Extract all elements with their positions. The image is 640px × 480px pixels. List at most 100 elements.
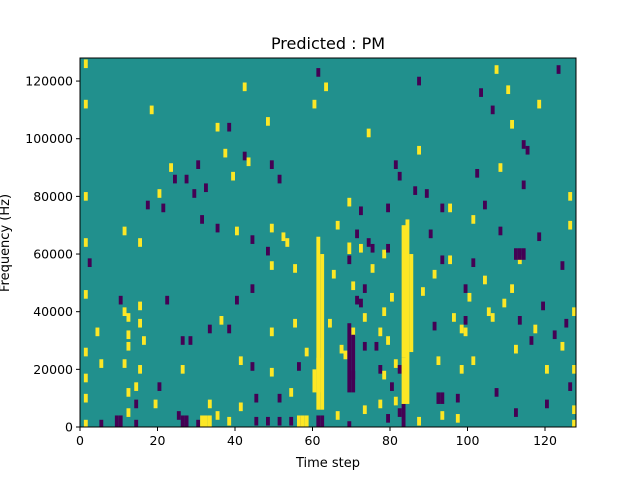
heatmap-cell-low <box>471 258 476 268</box>
heatmap-cell-low <box>145 200 150 210</box>
heatmap-cell-low <box>173 174 177 184</box>
heatmap-cell-high <box>471 215 476 224</box>
heatmap-cell-low <box>254 393 259 403</box>
heatmap-cell-low <box>359 298 363 308</box>
heatmap-cell-high <box>359 243 363 253</box>
heatmap-cell-high <box>351 281 356 291</box>
heatmap-band-low <box>517 248 522 260</box>
heatmap-cell-low <box>297 362 301 371</box>
heatmap-cell-high <box>362 405 367 415</box>
heatmap-cell-high <box>83 373 88 383</box>
heatmap-cell-low <box>386 243 390 253</box>
heatmap-band-low <box>351 334 356 393</box>
heatmap-cell-low <box>498 226 503 236</box>
heatmap-cell-high <box>83 290 88 299</box>
heatmap-cell-high <box>122 307 127 317</box>
heatmap-cell-high <box>393 359 398 368</box>
heatmap-cell-low <box>537 232 542 242</box>
heatmap-cell-high <box>269 367 274 377</box>
heatmap-cell-high <box>157 189 162 198</box>
y-tick-label: 120000 <box>25 74 73 89</box>
heatmap-band-high <box>347 242 352 255</box>
y-tick-label: 0 <box>65 420 73 435</box>
heatmap-cell-high <box>568 192 573 201</box>
heatmap-band-high <box>401 357 406 404</box>
heatmap-cell-high <box>417 416 421 426</box>
heatmap-cell-low <box>250 362 255 371</box>
heatmap-cell-low <box>266 246 270 256</box>
heatmap-cell-high <box>386 336 390 345</box>
heatmap-cell-low <box>277 393 282 403</box>
heatmap-cell-high <box>533 324 538 334</box>
heatmap-cell-low <box>541 301 545 311</box>
heatmap-cell-high <box>448 255 452 265</box>
heatmap-cell-low <box>440 203 445 213</box>
heatmap-cell-high <box>95 327 100 337</box>
heatmap-cell-high <box>269 261 274 270</box>
heatmap-cell-high <box>138 238 142 247</box>
heatmap-cell-high <box>153 399 158 409</box>
heatmap-band-low <box>521 248 526 260</box>
heatmap-cell-high <box>142 336 146 345</box>
heatmap-cell-low <box>157 382 162 391</box>
heatmap-cell-low <box>397 365 402 374</box>
heatmap-cell-low <box>393 160 398 169</box>
heatmap-cell-high <box>390 292 394 302</box>
heatmap-cell-low <box>397 171 402 181</box>
y-tick-label: 20000 <box>33 362 73 377</box>
heatmap-cell-high <box>537 99 542 109</box>
heatmap-cell-low <box>552 330 557 340</box>
heatmap-cell-low <box>560 261 565 270</box>
heatmap-band-high <box>297 415 301 427</box>
heatmap-cell-high <box>572 307 576 317</box>
y-tick-label: 60000 <box>33 247 73 262</box>
heatmap-cell-high <box>242 82 247 92</box>
heatmap-band-low <box>514 248 518 260</box>
heatmap-cell-low <box>192 189 197 198</box>
heatmap-cell-low <box>207 324 212 334</box>
heatmap-cell-high <box>378 399 383 409</box>
heatmap-cell-low <box>417 76 421 86</box>
y-tick-label: 100000 <box>25 131 73 146</box>
heatmap-band-low <box>118 415 123 427</box>
x-tick-label: 20 <box>150 433 166 448</box>
heatmap-cell-high <box>510 119 514 129</box>
heatmap-cell-low <box>196 160 201 169</box>
heatmap-cell-high <box>560 341 565 351</box>
heatmap-cell-high <box>335 220 340 230</box>
heatmap-cell-low <box>432 321 437 331</box>
heatmap-cell-high <box>490 313 495 322</box>
heatmap-cell-low <box>269 160 274 169</box>
heatmap-cell-low <box>521 140 526 149</box>
heatmap-cell-high <box>312 99 317 109</box>
heatmap-cell-low <box>99 419 104 427</box>
heatmap-cell-low <box>362 341 367 351</box>
heatmap-cell-high <box>393 396 398 406</box>
heatmap-cell-high <box>351 327 356 337</box>
heatmap-band-low <box>320 415 325 427</box>
heatmap-cells <box>83 59 576 427</box>
x-tick-label: 60 <box>305 433 321 448</box>
heatmap-cell-low <box>250 235 255 244</box>
heatmap-cell-high <box>293 318 297 328</box>
heatmap-cell-high <box>149 105 154 115</box>
heatmap-band-low <box>114 415 119 427</box>
heatmap-cell-low <box>440 255 445 265</box>
heatmap-cell-high <box>421 287 425 296</box>
heatmap-cell-high <box>269 327 274 337</box>
heatmap-cell-high <box>510 284 514 293</box>
heatmap-cell-low <box>413 186 418 195</box>
heatmap-cell-high <box>572 419 576 427</box>
heatmap-cell-low <box>463 316 468 325</box>
heatmap-cell-low <box>362 284 367 293</box>
heatmap-cell-low <box>521 180 526 190</box>
heatmap-cell-low <box>235 295 239 305</box>
heatmap-cell-low <box>196 419 201 427</box>
heatmap-cell-high <box>432 269 437 279</box>
heatmap-cell-low <box>374 341 379 351</box>
heatmap-cell-high <box>459 365 464 374</box>
heatmap-cell-high <box>83 419 88 427</box>
heatmap-cell-high <box>467 292 472 302</box>
heatmap-cell-high <box>215 122 220 132</box>
heatmap-band-low <box>401 403 406 427</box>
